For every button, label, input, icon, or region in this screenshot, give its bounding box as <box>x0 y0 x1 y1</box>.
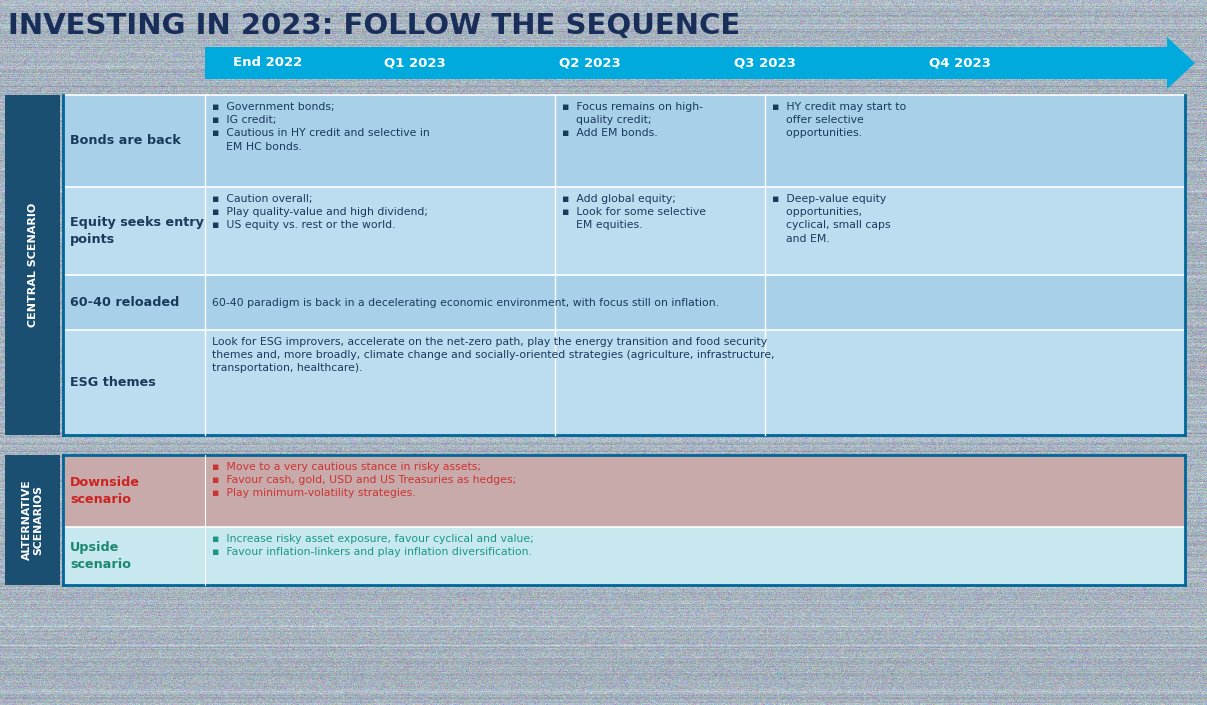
Text: ESG themes: ESG themes <box>70 376 156 389</box>
Text: ▪  Focus remains on high-
    quality credit;
▪  Add EM bonds.: ▪ Focus remains on high- quality credit;… <box>562 102 702 138</box>
Bar <box>63 527 1185 585</box>
Text: ▪  Add global equity;
▪  Look for some selective
    EM equities.: ▪ Add global equity; ▪ Look for some sel… <box>562 194 706 231</box>
Text: Downside
scenario: Downside scenario <box>70 476 140 506</box>
Text: 60-40 reloaded: 60-40 reloaded <box>70 296 180 309</box>
Polygon shape <box>1167 37 1195 89</box>
Bar <box>205 47 1167 79</box>
Text: ▪  Deep-value equity
    opportunities,
    cyclical, small caps
    and EM.: ▪ Deep-value equity opportunities, cycli… <box>772 194 891 244</box>
Text: ▪  Increase risky asset exposure, favour cyclical and value;
▪  Favour inflation: ▪ Increase risky asset exposure, favour … <box>212 534 533 557</box>
Bar <box>63 275 1185 330</box>
Text: Upside
scenario: Upside scenario <box>70 541 132 571</box>
Text: INVESTING IN 2023: FOLLOW THE SEQUENCE: INVESTING IN 2023: FOLLOW THE SEQUENCE <box>8 12 740 40</box>
Bar <box>63 187 1185 275</box>
Text: ▪  Caution overall;
▪  Play quality-value and high dividend;
▪  US equity vs. re: ▪ Caution overall; ▪ Play quality-value … <box>212 194 428 231</box>
Text: Bonds are back: Bonds are back <box>70 135 181 147</box>
Text: 60-40 paradigm is back in a decelerating economic environment, with focus still : 60-40 paradigm is back in a decelerating… <box>212 298 719 307</box>
Text: Q4 2023: Q4 2023 <box>929 56 991 70</box>
Bar <box>5 455 60 585</box>
Bar <box>63 455 1185 527</box>
Text: Look for ESG improvers, accelerate on the net-zero path, play the energy transit: Look for ESG improvers, accelerate on th… <box>212 337 775 374</box>
Text: ▪  HY credit may start to
    offer selective
    opportunities.: ▪ HY credit may start to offer selective… <box>772 102 906 138</box>
Text: CENTRAL SCENARIO: CENTRAL SCENARIO <box>28 203 37 327</box>
Text: ▪  Government bonds;
▪  IG credit;
▪  Cautious in HY credit and selective in
   : ▪ Government bonds; ▪ IG credit; ▪ Cauti… <box>212 102 430 152</box>
Text: Equity seeks entry
points: Equity seeks entry points <box>70 216 204 246</box>
Text: ALTERNATIVE
SCENARIOS: ALTERNATIVE SCENARIOS <box>22 479 43 560</box>
Bar <box>63 95 1185 187</box>
Text: Q1 2023: Q1 2023 <box>384 56 445 70</box>
Text: Q3 2023: Q3 2023 <box>734 56 795 70</box>
Bar <box>5 95 60 435</box>
Text: End 2022: End 2022 <box>233 56 303 70</box>
Text: Q2 2023: Q2 2023 <box>559 56 620 70</box>
Bar <box>63 330 1185 435</box>
Text: ▪  Move to a very cautious stance in risky assets;
▪  Favour cash, gold, USD and: ▪ Move to a very cautious stance in risk… <box>212 462 517 498</box>
